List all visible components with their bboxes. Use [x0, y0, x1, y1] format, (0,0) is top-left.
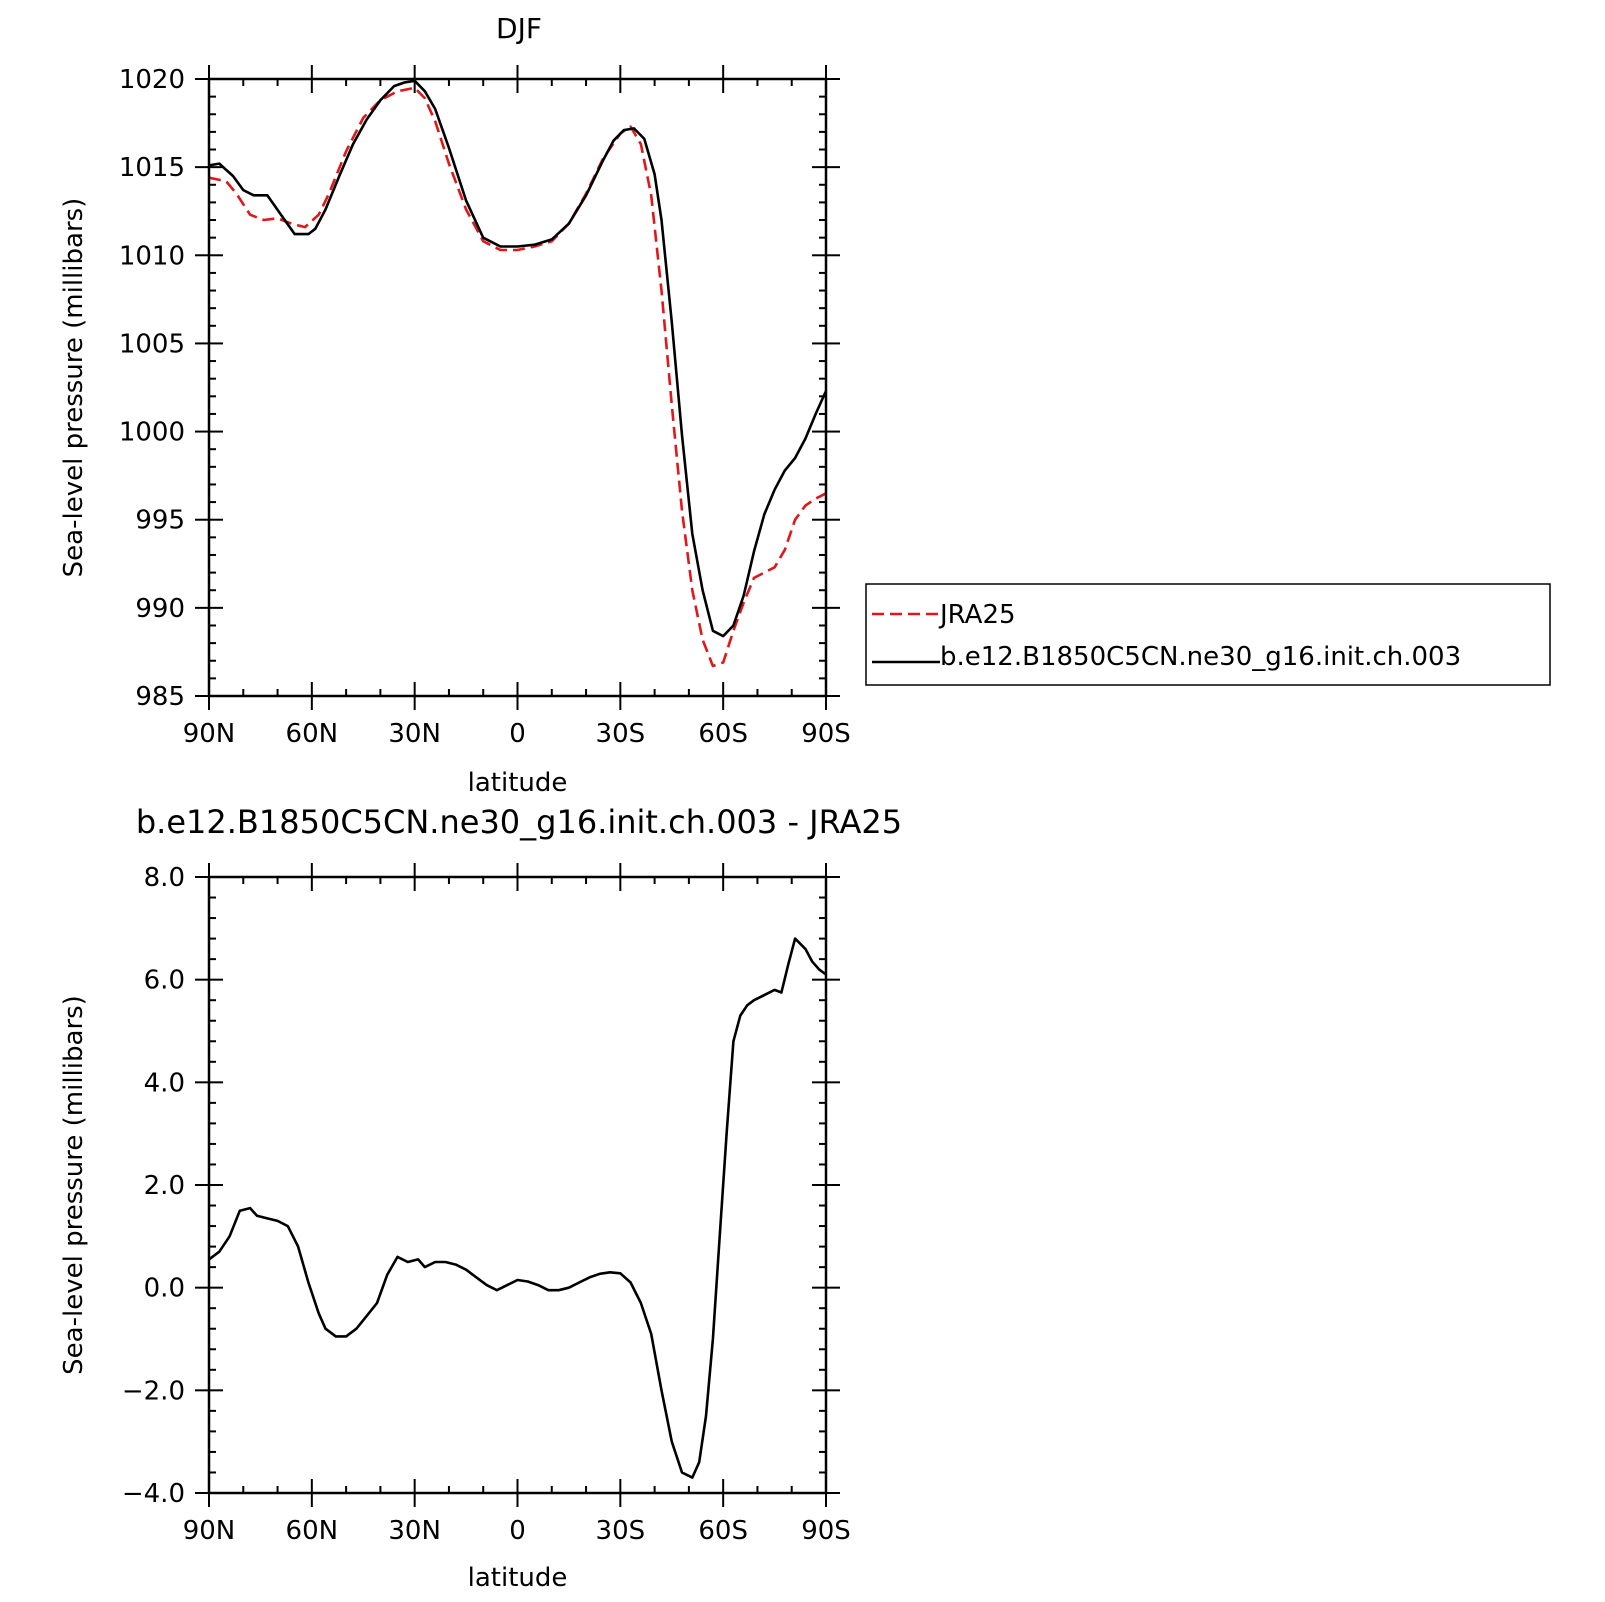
bottom-y-tick-label: 2.0	[144, 1171, 185, 1201]
bottom-x-tick-label: 0	[509, 1516, 526, 1546]
bottom-y-tick-label: −2.0	[122, 1376, 185, 1406]
legend-label-model: b.e12.B1850C5CN.ne30_g16.init.ch.003	[940, 642, 1461, 672]
top-x-tick-label: 60S	[698, 719, 748, 749]
top-chart-title: DJF	[496, 12, 542, 45]
top-x-axis-label: latitude	[468, 768, 568, 798]
bottom-x-axis-label: latitude	[468, 1563, 568, 1593]
bottom-x-tick-label: 30S	[596, 1516, 646, 1546]
bottom-series-layer	[208, 937, 827, 1479]
bottom-ticks-layer: 90N 60N 30N 0 30S 60S 90S −4.0 −2.0 0.0 2.0 4.0 6.0 8…	[122, 863, 851, 1546]
top-y-tick-label: 1020	[119, 65, 185, 95]
top-y-tick-label: 1005	[119, 329, 185, 359]
bottom-y-tick-label: −4.0	[122, 1479, 185, 1509]
bottom-y-tick-label: 4.0	[144, 1068, 185, 1098]
top-y-tick-label: 1015	[119, 153, 185, 183]
top-x-tick-label: 30S	[596, 719, 646, 749]
legend-label-jra25: JRA25	[938, 600, 1016, 630]
bottom-x-tick-label: 90S	[801, 1516, 851, 1546]
top-panel: DJF 90N 60N 30N 0 30S 60S 90S 985 990 995 1000 1005…	[59, 12, 851, 798]
top-x-tick-label: 0	[509, 719, 526, 749]
top-y-tick-label: 990	[135, 594, 185, 624]
top-y-axis-label: Sea-level pressure (millibars)	[59, 198, 89, 578]
top-series-line-2	[208, 79, 828, 638]
bottom-x-tick-label: 60N	[286, 1516, 339, 1546]
bottom-y-axis-label: Sea-level pressure (millibars)	[59, 995, 89, 1375]
bottom-y-tick-label: 8.0	[144, 863, 185, 893]
top-series-layer	[208, 79, 828, 668]
top-x-tick-label: 90N	[183, 719, 236, 749]
top-x-tick-label: 30N	[388, 719, 441, 749]
bottom-y-tick-label: 6.0	[144, 966, 185, 996]
bottom-x-tick-label: 90N	[183, 1516, 236, 1546]
legend-box	[865, 583, 1551, 686]
top-y-tick-label: 995	[135, 506, 185, 536]
legend: JRA25 b.e12.B1850C5CN.ne30_g16.init.ch.0…	[865, 583, 1551, 686]
top-y-tick-label: 1000	[119, 418, 185, 448]
top-x-tick-label: 60N	[286, 719, 339, 749]
top-ticks-layer: 90N 60N 30N 0 30S 60S 90S 985 990 995 1000 1005 1010…	[119, 65, 851, 749]
top-y-tick-label: 985	[135, 682, 185, 712]
top-series-line-1	[208, 86, 827, 668]
bottom-chart-title: b.e12.B1850C5CN.ne30_g16.init.ch.003 - J…	[136, 803, 902, 841]
bottom-series-line-1	[208, 937, 827, 1479]
bottom-x-tick-label: 60S	[698, 1516, 748, 1546]
top-y-tick-label: 1010	[119, 241, 185, 271]
bottom-plot-frame	[207, 875, 828, 1495]
top-plot-frame	[207, 77, 828, 698]
bottom-panel: b.e12.B1850C5CN.ne30_g16.init.ch.003 - J…	[59, 803, 902, 1593]
bottom-x-tick-label: 30N	[388, 1516, 441, 1546]
top-x-tick-label: 90S	[801, 719, 851, 749]
bottom-y-tick-label: 0.0	[144, 1274, 185, 1304]
